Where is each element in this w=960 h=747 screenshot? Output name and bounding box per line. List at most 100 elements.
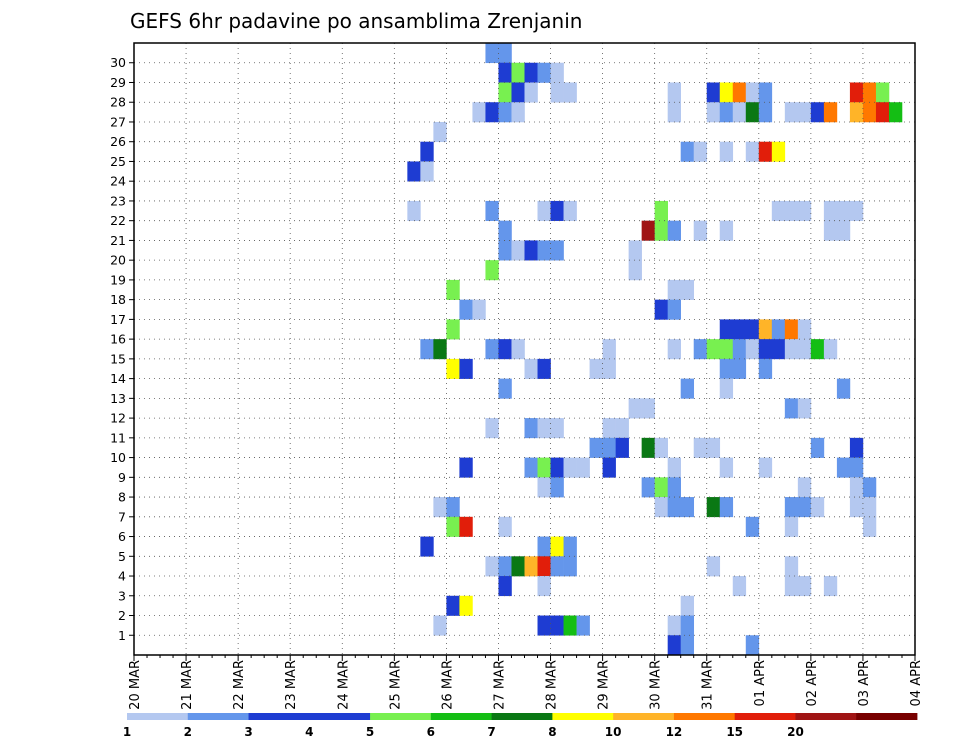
y-tick-label: 4 bbox=[118, 569, 126, 584]
heat-cell bbox=[550, 82, 564, 103]
heat-cell bbox=[498, 220, 512, 241]
heat-cell bbox=[537, 615, 551, 636]
heat-cell bbox=[485, 200, 499, 221]
heat-cell bbox=[550, 556, 564, 577]
heat-cell bbox=[446, 358, 460, 379]
heat-cell bbox=[680, 497, 695, 518]
heat-cell bbox=[602, 457, 616, 478]
heat-cell bbox=[758, 339, 773, 360]
y-axis: 1234567891011121314151617181920212223242… bbox=[110, 55, 134, 643]
heat-cell bbox=[810, 339, 825, 360]
y-tick-label: 13 bbox=[110, 391, 126, 406]
heat-cell bbox=[849, 497, 864, 518]
y-tick-label: 9 bbox=[118, 470, 126, 485]
heat-cell bbox=[732, 339, 747, 360]
heat-cell bbox=[550, 200, 564, 221]
heat-cell bbox=[550, 418, 564, 439]
x-tick-label: 23 MAR bbox=[284, 660, 299, 710]
heat-cell bbox=[563, 200, 577, 221]
heat-cell bbox=[602, 339, 616, 360]
heat-cell bbox=[719, 82, 734, 103]
heat-cell bbox=[680, 378, 695, 399]
heat-cell bbox=[498, 62, 512, 83]
heat-cell bbox=[771, 200, 786, 221]
heat-cell bbox=[784, 200, 799, 221]
heat-cell bbox=[706, 497, 721, 518]
heat-cell bbox=[550, 240, 564, 261]
heat-cell bbox=[446, 516, 460, 537]
colorbar-swatch bbox=[613, 713, 675, 720]
colorbar-label: 1 bbox=[123, 725, 131, 739]
heat-cell bbox=[563, 457, 577, 478]
heat-cell bbox=[485, 418, 499, 439]
heat-cell bbox=[420, 141, 434, 162]
heat-cell bbox=[654, 299, 668, 320]
heat-cell bbox=[498, 82, 512, 103]
y-tick-label: 15 bbox=[110, 351, 126, 366]
heat-cell bbox=[667, 457, 681, 478]
cells-layer bbox=[407, 43, 903, 656]
heat-cell bbox=[797, 339, 812, 360]
heat-cell bbox=[862, 497, 877, 518]
colorbar: 1 2 3 4 5 6 7 8 10 12 15 20 bbox=[123, 713, 918, 739]
heat-cell bbox=[797, 200, 812, 221]
heat-cell bbox=[706, 556, 721, 577]
heat-cell bbox=[602, 437, 616, 458]
heat-cell bbox=[797, 319, 812, 340]
x-tick-label: 25 MAR bbox=[388, 660, 403, 710]
heat-cell bbox=[537, 200, 551, 221]
heat-cell bbox=[485, 556, 499, 577]
colorbar-label: 8 bbox=[548, 725, 556, 739]
heat-cell bbox=[446, 319, 460, 340]
heat-cell bbox=[823, 576, 838, 597]
heat-cell bbox=[524, 82, 538, 103]
heat-cell bbox=[719, 141, 734, 162]
heat-cell bbox=[836, 457, 851, 478]
heat-cell bbox=[615, 418, 629, 439]
x-tick-label: 21 MAR bbox=[180, 660, 195, 710]
heat-cell bbox=[784, 102, 799, 123]
heat-cell bbox=[498, 240, 512, 261]
heat-cell bbox=[511, 556, 525, 577]
y-tick-label: 17 bbox=[110, 312, 126, 327]
heat-cell bbox=[862, 102, 877, 123]
heat-cell bbox=[576, 615, 590, 636]
heat-cell bbox=[797, 102, 812, 123]
heat-cell bbox=[459, 516, 473, 537]
x-tick-label: 01 APR bbox=[753, 660, 768, 706]
y-tick-label: 2 bbox=[118, 608, 126, 623]
y-tick-label: 25 bbox=[110, 154, 126, 169]
heat-cell bbox=[563, 536, 577, 557]
heat-cell bbox=[420, 161, 434, 182]
heat-cell bbox=[693, 141, 708, 162]
x-tick-label: 29 MAR bbox=[597, 660, 612, 710]
heat-cell bbox=[641, 437, 655, 458]
heat-cell bbox=[732, 102, 747, 123]
heat-cell bbox=[628, 240, 642, 261]
heat-cell bbox=[771, 339, 786, 360]
heat-cell bbox=[498, 516, 512, 537]
x-tick-label: 31 MAR bbox=[701, 660, 716, 710]
heat-cell bbox=[706, 339, 721, 360]
heat-cell bbox=[550, 615, 564, 636]
heat-cell bbox=[875, 102, 890, 123]
heat-cell bbox=[667, 615, 681, 636]
heat-cell bbox=[563, 615, 577, 636]
y-tick-label: 6 bbox=[118, 529, 126, 544]
y-tick-label: 22 bbox=[110, 213, 126, 228]
y-tick-label: 21 bbox=[110, 233, 126, 248]
y-tick-label: 7 bbox=[118, 509, 126, 524]
y-tick-label: 23 bbox=[110, 193, 126, 208]
colorbar-swatch bbox=[187, 713, 249, 720]
heat-cell bbox=[758, 141, 773, 162]
colorbar-swatch bbox=[856, 713, 918, 720]
colorbar-swatch bbox=[552, 713, 614, 720]
x-tick-label: 04 APR bbox=[909, 660, 924, 706]
y-tick-label: 8 bbox=[118, 490, 126, 505]
heat-cell bbox=[524, 240, 538, 261]
x-tick-label: 28 MAR bbox=[545, 660, 560, 710]
heat-cell bbox=[511, 339, 525, 360]
x-tick-label: 22 MAR bbox=[232, 660, 247, 710]
